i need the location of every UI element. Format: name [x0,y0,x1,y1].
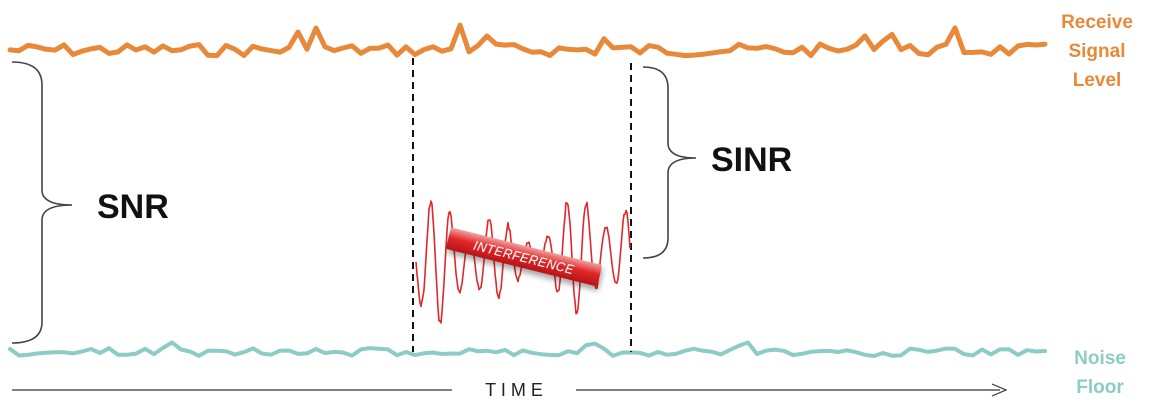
receive-label-line2: Signal [1068,41,1125,62]
sinr-label: SINR [711,141,792,179]
snr-label: SNR [97,188,169,226]
sinr-brace [642,66,697,259]
noise-floor-line [8,340,1047,358]
receive-label-line3: Level [1073,70,1122,91]
noise-floor-label: Noise Floor [1074,348,1126,398]
receive-signal-level-line [7,22,1048,59]
noise-label-line1: Noise [1074,348,1126,369]
time-arrow-head [991,383,1008,397]
snr-brace [11,61,73,344]
receive-label-line1: Receive [1061,12,1133,33]
interference-banner: INTERFERENCE [446,227,602,287]
receive-signal-level-label: Receive Signal Level [1061,12,1133,91]
noise-label-line2: Floor [1076,377,1124,398]
time-label: T I M E [485,380,543,400]
